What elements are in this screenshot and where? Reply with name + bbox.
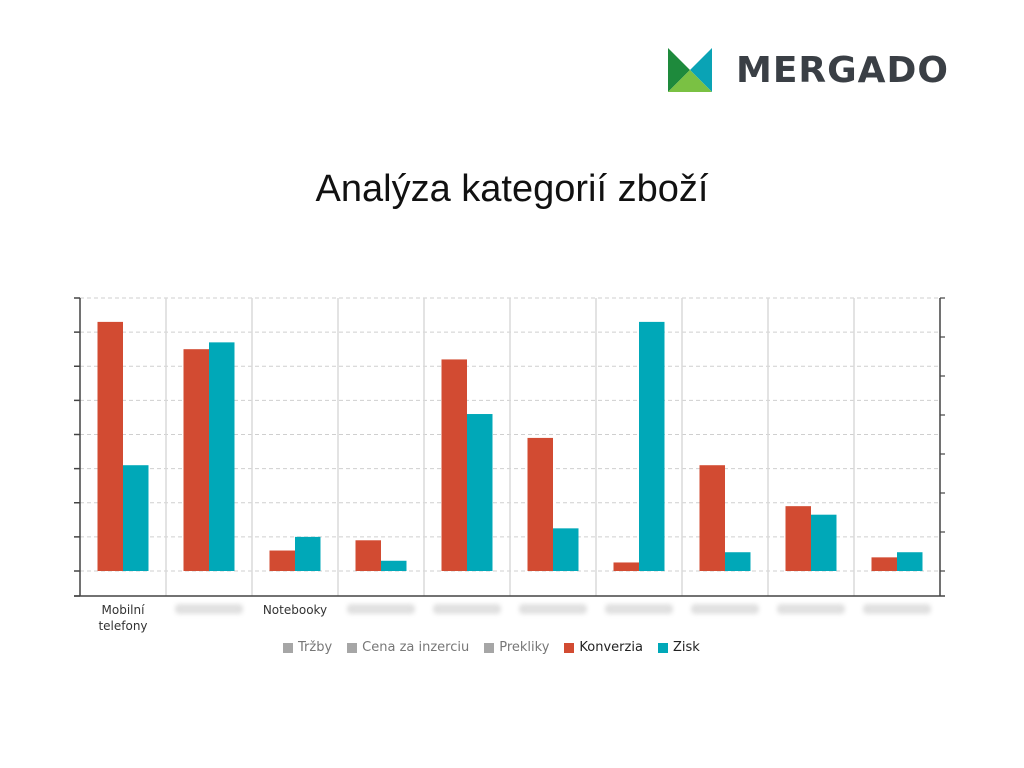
legend-label: Cena za inzerciu	[362, 640, 470, 655]
mergado-logo: MERGADO	[668, 46, 958, 94]
blurred-category-label	[347, 604, 415, 614]
bar-konverzia-1	[183, 349, 209, 571]
legend-swatch	[283, 642, 293, 653]
category-label-line: Notebooky	[263, 603, 327, 617]
legend-label: Tržby	[298, 640, 333, 655]
bar-zisk-1	[209, 342, 235, 571]
chart-legend: Tržby Cena za inzerciu Prekliky Konverzia Zi…	[283, 640, 715, 655]
legend-item-cena-za-inzerciu[interactable]: Cena za inzerciu	[347, 640, 469, 655]
category-label: Mobilní telefony	[98, 603, 147, 633]
logo-bottom-triangle	[668, 70, 712, 92]
blurred-category-label	[175, 604, 243, 614]
legend-item-prekliky[interactable]: Prekliky	[484, 640, 549, 655]
bar-konverzia-9	[871, 557, 897, 571]
blurred-category-label	[691, 604, 759, 614]
legend-label: Konverzia	[579, 640, 643, 655]
bar-zisk-3	[381, 560, 407, 571]
blurred-category-label	[605, 604, 673, 614]
category-label-line: Mobilní	[102, 603, 146, 617]
bar-konverzia-0	[97, 321, 123, 571]
blurred-category-label	[863, 604, 931, 614]
legend-item-konverzia[interactable]: Konverzia	[564, 640, 643, 655]
page-title: Analýza kategorií zboží	[315, 168, 709, 210]
bar-zisk-8	[811, 514, 837, 571]
bar-zisk-5	[553, 528, 579, 571]
bar-zisk-0	[123, 465, 149, 571]
bar-konverzia-4	[441, 359, 467, 571]
legend-item-zisk[interactable]: Zisk	[657, 640, 700, 655]
legend-swatch	[564, 642, 575, 653]
legend-label: Zisk	[672, 640, 700, 655]
bar-zisk-9	[897, 552, 923, 571]
bar-konverzia-6	[613, 562, 639, 571]
legend-item-tr-by[interactable]: Tržby	[283, 640, 332, 655]
category-label-line: telefony	[98, 619, 147, 633]
blurred-category-label	[519, 604, 587, 614]
bar-konverzia-7	[699, 465, 725, 571]
logo-left-triangle	[668, 48, 690, 92]
blurred-category-label	[433, 604, 501, 614]
bar-konverzia-2	[269, 550, 295, 571]
brand-name: MERGADO	[736, 49, 950, 91]
blurred-category-label	[777, 604, 845, 614]
bar-zisk-4	[467, 414, 493, 571]
bar-zisk-7	[725, 552, 751, 571]
bar-zisk-6	[639, 321, 665, 571]
mergado-logo-icon	[668, 48, 712, 92]
bar-konverzia-8	[785, 506, 811, 571]
legend-swatch	[484, 642, 495, 653]
bar-konverzia-3	[355, 540, 381, 571]
legend-label: Prekliky	[499, 640, 550, 655]
category-label: Notebooky	[263, 603, 327, 617]
bar-konverzia-5	[527, 437, 553, 571]
bar-zisk-2	[295, 536, 321, 571]
legend-swatch	[657, 642, 668, 653]
legend-swatch	[347, 642, 358, 653]
logo-right-triangle	[690, 48, 712, 92]
